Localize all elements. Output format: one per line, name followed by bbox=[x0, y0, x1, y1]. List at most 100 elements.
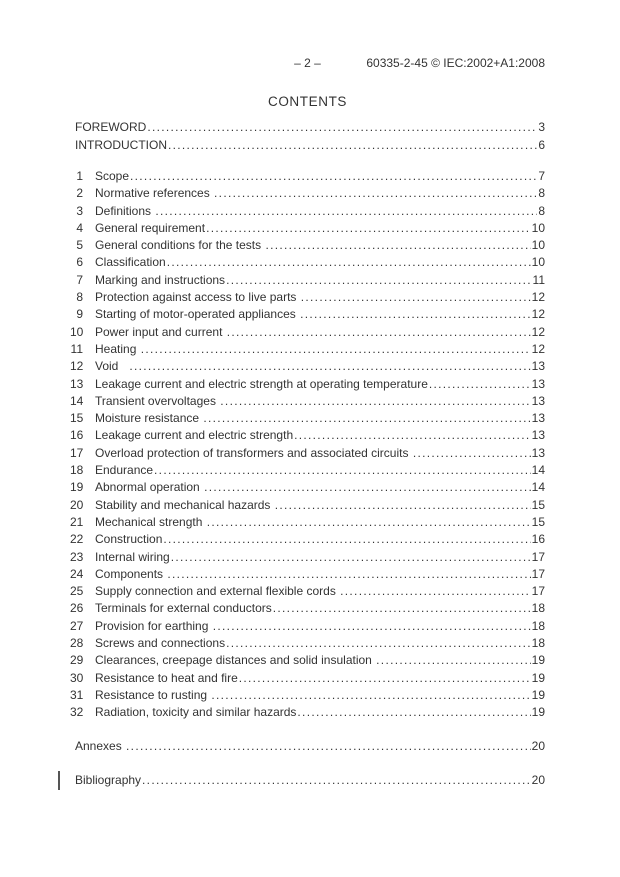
toc-entry-number: 10 bbox=[70, 324, 84, 339]
toc-entry-page: 13 bbox=[531, 393, 545, 408]
toc-entry-page: 13 bbox=[531, 445, 545, 460]
toc-entry: 29 Clearances, creepage distances and sol… bbox=[70, 652, 545, 669]
toc-entry-title: Supply connection and external flexible … bbox=[95, 584, 340, 599]
toc-leader-dots bbox=[147, 118, 537, 136]
page-number-marker: – 2 – bbox=[294, 56, 321, 70]
toc-leader-dots bbox=[206, 220, 531, 237]
toc-leader-dots bbox=[207, 514, 531, 531]
document-reference: 60335-2-45 © IEC:2002+A1:2008 bbox=[366, 56, 545, 70]
toc-leader-dots bbox=[129, 358, 530, 375]
toc-leader-dots bbox=[220, 393, 530, 410]
toc-entry: 10 Power input and current 12 bbox=[70, 324, 545, 341]
toc-entry-page: 3 bbox=[538, 120, 545, 134]
toc-back-list: Annexes 20 Bibliography 20 bbox=[58, 738, 545, 790]
toc-leader-dots bbox=[340, 583, 530, 600]
toc-entry-page: 19 bbox=[531, 653, 545, 668]
toc-entry-page: 13 bbox=[531, 376, 545, 391]
toc-entry: 12 Void 13 bbox=[70, 358, 545, 375]
toc-entry-number: 1 bbox=[76, 169, 83, 183]
toc-entry-page: 10 bbox=[531, 255, 545, 270]
toc-entry: 19 Abnormal operation 14 bbox=[70, 479, 545, 496]
toc-entry: 18 Endurance 14 bbox=[70, 462, 545, 479]
toc-entry-number: 31 bbox=[70, 687, 84, 702]
toc-entry-title: Definitions bbox=[95, 203, 155, 218]
toc-entry-number: 32 bbox=[70, 705, 84, 720]
toc-entry: 21 Mechanical strength 15 bbox=[70, 514, 545, 531]
toc-entry-title: General requirement bbox=[95, 220, 206, 235]
toc-leader-dots bbox=[204, 479, 531, 496]
toc-leader-dots bbox=[167, 566, 530, 583]
toc-entry-title: Classification bbox=[95, 255, 166, 270]
toc-entry-page: 12 bbox=[531, 307, 545, 322]
contents-title: CONTENTS bbox=[267, 94, 348, 109]
toc-leader-dots bbox=[167, 254, 531, 271]
toc-entry: 5 General conditions for the tests 10 bbox=[70, 237, 545, 254]
toc-entry-number: 13 bbox=[70, 376, 84, 391]
toc-entry-page: 14 bbox=[531, 463, 545, 478]
toc-leader-dots bbox=[211, 687, 530, 704]
toc-entry-number: 23 bbox=[70, 549, 84, 564]
toc-entry-page: 13 bbox=[531, 359, 545, 374]
toc-entry-page: 18 bbox=[531, 636, 545, 651]
toc-leader-dots bbox=[227, 324, 531, 341]
toc-entry: 17 Overload protection of transformers an… bbox=[70, 445, 545, 462]
toc-entry-page: 13 bbox=[531, 428, 545, 443]
toc-entry: Bibliography 20 bbox=[58, 770, 545, 790]
toc-leader-dots bbox=[301, 289, 531, 306]
toc-entry: 11 Heating 12 bbox=[70, 341, 545, 358]
toc-entry-title: Starting of motor-operated appliances bbox=[95, 307, 300, 322]
toc-entry-number: 30 bbox=[70, 670, 84, 685]
toc-front-list: FOREWORD 3 INTRODUCTION 6 bbox=[70, 118, 545, 154]
toc-entry-number: 27 bbox=[70, 618, 84, 633]
toc-entry: 7 Marking and instructions 11 bbox=[70, 272, 545, 289]
toc-entry-page: 17 bbox=[531, 549, 545, 564]
toc-entry-page: 20 bbox=[531, 738, 545, 753]
toc-entry: 26 Terminals for external conductors 18 bbox=[70, 600, 545, 617]
toc-entry-title: Resistance to heat and fire bbox=[95, 670, 238, 685]
toc-entry: 23 Internal wiring 17 bbox=[70, 549, 545, 566]
toc-entry-title: Mechanical strength bbox=[95, 514, 206, 529]
toc-entry-title: FOREWORD bbox=[75, 120, 147, 134]
toc-entry-title: Heating bbox=[95, 341, 140, 356]
toc-entry: 14 Transient overvoltages 13 bbox=[70, 393, 545, 410]
toc-entry-title: Abnormal operation bbox=[95, 480, 204, 495]
toc-entry-title: Normative references bbox=[95, 186, 214, 201]
toc-entry-page: 8 bbox=[538, 203, 545, 218]
toc-entry-page: 15 bbox=[531, 497, 545, 512]
toc-entry-number: 7 bbox=[76, 272, 83, 287]
toc-leader-dots bbox=[142, 772, 531, 789]
toc-leader-dots bbox=[265, 237, 530, 254]
toc-entry-title: Scope bbox=[95, 169, 130, 183]
toc-leader-dots bbox=[376, 652, 530, 669]
toc-entry-title: Construction bbox=[95, 532, 163, 547]
toc-entry-title: Components bbox=[95, 566, 167, 581]
toc-entry: 15 Moisture resistance 13 bbox=[70, 410, 545, 427]
toc-entry-number: 26 bbox=[70, 601, 84, 616]
toc-entry-page: 12 bbox=[531, 341, 545, 356]
toc-leader-dots bbox=[413, 445, 531, 462]
toc-entry-title: Screws and connections bbox=[95, 636, 226, 651]
toc-entry-page: 12 bbox=[531, 324, 545, 339]
toc-entry-title: Stability and mechanical hazards bbox=[95, 497, 274, 512]
toc-leader-dots bbox=[130, 168, 537, 185]
toc-entry-page: 10 bbox=[531, 238, 545, 253]
toc-entry-number: 19 bbox=[70, 480, 84, 495]
toc-entry-title: Clearances, creepage distances and solid… bbox=[95, 653, 376, 668]
toc-entry-page: 18 bbox=[531, 601, 545, 616]
toc-entry-number: 5 bbox=[76, 238, 83, 253]
toc-entry-page: 8 bbox=[538, 186, 545, 201]
toc-entry-page: 19 bbox=[531, 670, 545, 685]
toc-entry-number: 15 bbox=[70, 411, 84, 426]
toc-section-list: 1 Scope 7 2 Normative references 8 3 Definitio… bbox=[70, 168, 545, 722]
toc-entry: 6 Classification 10 bbox=[70, 254, 545, 271]
toc-entry-title: Protection against access to live parts bbox=[95, 290, 300, 305]
toc-entry-title: Power input and current bbox=[95, 324, 226, 339]
toc-entry-number: 2 bbox=[76, 186, 83, 201]
toc-entry-title: Internal wiring bbox=[95, 549, 170, 564]
toc-entry: 22 Construction 16 bbox=[70, 531, 545, 548]
toc-leader-dots bbox=[171, 549, 531, 566]
toc-leader-dots bbox=[300, 306, 531, 323]
toc-leader-dots bbox=[168, 136, 537, 154]
toc-leader-dots bbox=[275, 497, 531, 514]
